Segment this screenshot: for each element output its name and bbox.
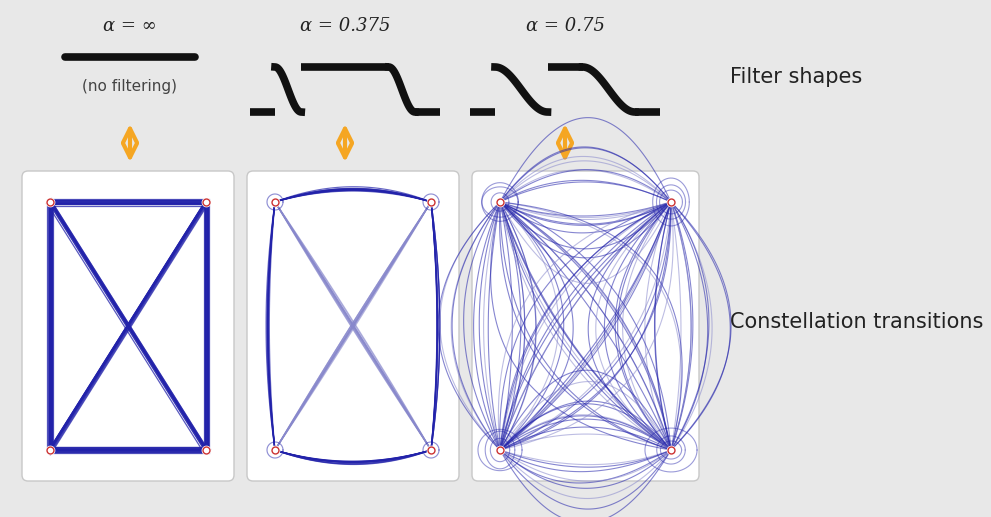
Text: Constellation transitions: Constellation transitions <box>730 312 983 332</box>
Text: α = 0.75: α = 0.75 <box>525 17 605 35</box>
Text: α = 0.375: α = 0.375 <box>299 17 390 35</box>
FancyBboxPatch shape <box>472 171 699 481</box>
Text: (no filtering): (no filtering) <box>82 79 177 94</box>
Text: Filter shapes: Filter shapes <box>730 67 862 87</box>
FancyBboxPatch shape <box>247 171 459 481</box>
Text: α = ∞: α = ∞ <box>103 17 157 35</box>
FancyBboxPatch shape <box>22 171 234 481</box>
